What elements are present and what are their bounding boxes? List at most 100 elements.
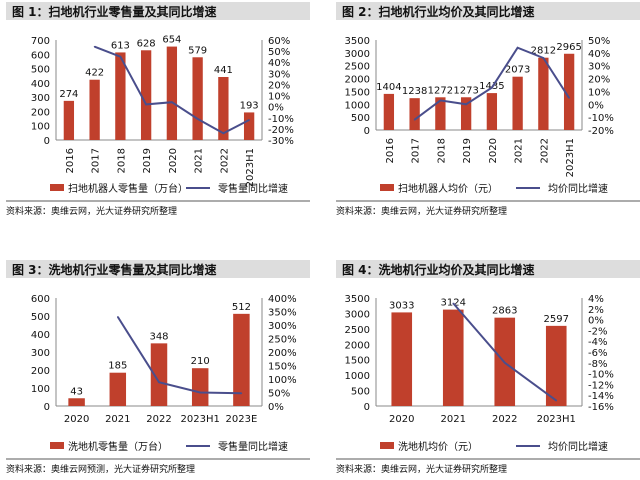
bar-value-label: 1272 [428,85,453,96]
growth-point [516,46,519,49]
growth-point [555,399,558,402]
x-tick-label: 2023H1 [181,414,220,425]
right-tick-label: 100% [268,375,297,386]
right-tick-label: 60% [268,36,290,47]
bar-value-label: 2812 [531,46,556,57]
bar [109,372,127,406]
right-tick-label: -20% [588,126,614,137]
right-tick-label: 2% [588,305,604,316]
x-tick-label: 2020 [488,138,499,163]
chart-title-band [336,2,640,20]
bar-value-label: 193 [240,100,259,111]
left-tick-label: 3500 [345,294,370,305]
bar [89,79,100,140]
legend-bar-swatch [380,442,394,449]
bar-value-label: 1238 [402,86,427,97]
legend-bar-label: 扫地机器人均价（元） [398,182,498,195]
left-tick-label: 0 [44,136,50,147]
bar-value-label: 654 [162,35,181,46]
chart-title: 图 1：扫地机行业零售量及其同比增速 [12,4,217,19]
bar-value-label: 2965 [556,42,581,53]
growth-point [222,132,225,135]
left-tick-label: 600 [31,294,50,305]
x-tick-label: 2023E [226,414,258,425]
right-tick-label: -10% [268,114,294,125]
growth-point [503,362,506,364]
bar-value-label: 274 [59,89,78,100]
chart-panel-1: 图 1：扫地机行业零售量及其同比增速 0 100 200 300 400 500 600 700… [6,2,310,217]
bar-value-label: 441 [214,65,233,76]
left-tick-label: 100 [31,122,50,133]
right-tick-label: 150% [268,362,297,373]
right-tick-label: 4% [588,294,604,305]
x-tick-label: 2021 [194,148,205,173]
x-tick-label: 2023H1 [537,414,576,425]
x-tick-label: 2017 [411,138,422,163]
x-tick-label: 2022 [492,414,517,425]
chart-panel-4: 图 4：洗地机行业均价及其同比增速 0 500 1000 1500 2000 2500 300… [336,260,640,475]
right-tick-label: 400% [268,294,297,305]
bar-value-label: 348 [149,331,168,342]
bar [563,53,575,130]
x-tick-label: 2021 [105,414,130,425]
bar [545,325,567,406]
bar [140,50,152,140]
legend-bar-label: 洗地机均价（元） [398,440,478,453]
source-note: 资料来源：奥维云网，光大证券研究所整理 [336,463,507,475]
chart-title-band [6,2,310,20]
bar-value-label: 628 [137,38,156,49]
right-tick-label: -6% [588,348,607,359]
right-tick-label: 200% [268,348,297,359]
right-tick-label: 20% [588,75,610,86]
right-tick-label: 20% [268,80,290,91]
chart-panel-3: 图 3：洗地机行业零售量及其同比增速 0 100 200 300 400 500 600 0% 5… [6,260,310,475]
x-tick-label: 2019 [142,148,153,173]
growth-point [465,103,467,106]
bar-value-label: 43 [70,386,83,397]
bar [512,76,523,130]
growth-point [240,392,243,395]
right-tick-label: 0% [588,316,604,327]
bar [486,93,498,130]
right-tick-label: 50% [268,389,290,400]
left-tick-label: 400 [31,79,50,90]
x-tick-label: 2022 [219,148,230,173]
left-tick-label: 300 [31,348,50,359]
x-tick-label: 2017 [91,148,102,173]
right-tick-label: -30% [268,136,294,147]
right-tick-label: -8% [588,359,607,370]
left-tick-label: 2000 [345,340,370,351]
chart-title: 图 2：扫地机行业均价及其同比增速 [342,4,535,19]
right-tick-label: -10% [588,370,614,381]
bar-value-label: 2073 [505,65,530,76]
left-tick-label: 0 [364,402,370,413]
source-note: 资料来源：奥维云网，光大证券研究所整理 [6,205,177,217]
growth-point [413,118,416,121]
left-tick-label: 400 [31,330,50,341]
growth-point [542,57,545,59]
bar-value-label: 613 [111,40,130,51]
legend-bar-swatch [50,442,64,449]
x-tick-label: 2016 [385,138,396,163]
chart-title-band [336,260,640,278]
bar-value-label: 422 [85,68,104,79]
left-tick-label: 300 [31,93,50,104]
bar [538,57,549,130]
growth-point [568,97,570,99]
right-tick-label: 350% [268,308,297,319]
bar [243,112,255,140]
x-tick-label: 2020 [389,414,414,425]
legend-bar-swatch [380,184,394,191]
bar [63,100,75,140]
x-tick-label: 2022 [146,414,171,425]
bar-value-label: 2863 [492,306,517,317]
right-tick-label: -20% [268,125,294,136]
growth-point [171,101,173,104]
bar [68,398,85,406]
left-tick-label: 1500 [345,87,370,98]
x-tick-label: 2022 [539,138,550,163]
bar [166,46,178,141]
right-tick-label: 10% [268,92,290,103]
